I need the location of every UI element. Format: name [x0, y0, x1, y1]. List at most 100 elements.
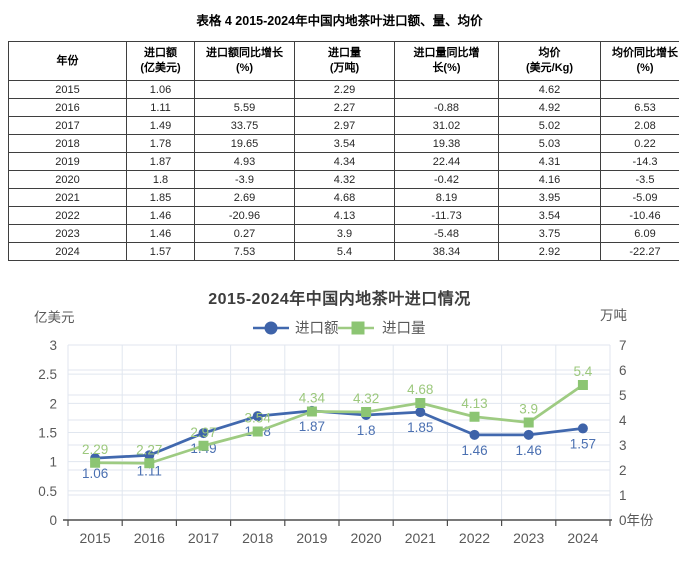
- table-cell: 22.44: [394, 152, 499, 171]
- data-label: 1.87: [299, 419, 325, 434]
- table-header-row: 年份 进口额 (亿美元) 进口额同比增长 (%) 进口量 (万吨) 进口量同比增 长(%) 均价(…: [8, 41, 679, 81]
- left-axis-tick-label: 1: [49, 455, 57, 470]
- column-header: 均价 (美元/Kg): [498, 41, 601, 81]
- table-cell: 1.85: [126, 188, 195, 207]
- table-cell: 2015: [8, 80, 127, 99]
- column-header: 进口量同比增 长(%): [394, 41, 499, 81]
- table-cell: -5.48: [394, 224, 499, 243]
- table-cell: 7.53: [194, 242, 295, 261]
- table-cell: [600, 80, 679, 99]
- data-point-square: [306, 406, 317, 417]
- left-axis-tick-label: 1.5: [38, 426, 57, 441]
- left-axis-tick-label: 0: [49, 513, 57, 528]
- right-axis-tick-label: 4: [619, 413, 627, 428]
- left-axis-tick-label: 2.5: [38, 367, 57, 382]
- left-axis-tick-label: 0.5: [38, 484, 57, 499]
- x-tick-label: 2023: [513, 530, 544, 546]
- table-cell: 31.02: [394, 116, 499, 135]
- data-label: 2.29: [82, 442, 108, 457]
- table-cell: 2.08: [600, 116, 679, 135]
- data-label: 1.11: [137, 463, 162, 478]
- data-label: 4.34: [299, 391, 326, 406]
- chart-legend: 进口额 进口量: [253, 320, 426, 337]
- column-header: 进口额 (亿美元): [126, 41, 195, 81]
- x-tick-label: 2019: [296, 530, 327, 546]
- table-cell: 4.93: [194, 152, 295, 171]
- table-cell: 5.02: [498, 116, 601, 135]
- table-cell: 2018: [8, 134, 127, 153]
- table-cell: -14.3: [600, 152, 679, 171]
- table-cell: 2.92: [498, 242, 601, 261]
- table-cell: 5.59: [194, 98, 295, 117]
- column-header: 年份: [8, 41, 127, 81]
- legend-square-marker-icon: [351, 321, 365, 335]
- left-axis-tick-label: 2: [49, 396, 57, 411]
- table-cell: 4.13: [294, 206, 395, 225]
- table-row: 2019 1.87 4.93 4.34 22.44 4.31 -14.3: [8, 152, 679, 171]
- legend-label: 进口量: [382, 320, 426, 337]
- table-cell: 1.06: [126, 80, 195, 99]
- table-row: 2020 1.8 -3.9 4.32 -0.42 4.16 -3.5: [8, 170, 679, 189]
- data-label: 3.9: [519, 402, 538, 417]
- data-point-square: [144, 458, 155, 469]
- data-label: 3.54: [245, 411, 272, 426]
- table-cell: 3.54: [498, 206, 601, 225]
- x-tick-label: 2016: [134, 530, 165, 546]
- table-cell: 5.03: [498, 134, 601, 153]
- right-axis-unit-label: 万吨: [600, 308, 627, 323]
- table-cell: 4.62: [498, 80, 601, 99]
- table-cell: -11.73: [394, 206, 499, 225]
- table-cell: 1.8: [126, 170, 195, 189]
- data-label: 1.57: [570, 436, 596, 451]
- data-point-square: [469, 411, 480, 422]
- data-point-circle: [469, 429, 480, 440]
- table-cell: -20.96: [194, 206, 295, 225]
- legend-circle-marker-icon: [264, 321, 278, 335]
- table-cell: 1.78: [126, 134, 195, 153]
- data-label: 1.46: [516, 443, 542, 458]
- table-row: 2015 1.06 2.29 4.62: [8, 80, 679, 99]
- table-cell: 0.27: [194, 224, 295, 243]
- table-cell: 4.92: [498, 98, 601, 117]
- data-label: 2.27: [136, 442, 162, 457]
- table-row: 2023 1.46 0.27 3.9 -5.48 3.75 6.09: [8, 224, 679, 243]
- right-axis-tick-label: 6: [619, 363, 627, 378]
- table-row: 2024 1.57 7.53 5.4 38.34 2.92 -22.27: [8, 242, 679, 261]
- tea-import-table: 年份 进口额 (亿美元) 进口额同比增长 (%) 进口量 (万吨) 进口量同比增 长(%) 均价(…: [8, 41, 679, 261]
- table-cell: -3.5: [600, 170, 679, 189]
- data-point-square: [198, 440, 209, 451]
- right-axis-tick-label: 7: [619, 338, 627, 353]
- table-cell: -0.42: [394, 170, 499, 189]
- data-point-square: [252, 426, 263, 437]
- table-cell: 2023: [8, 224, 127, 243]
- right-axis-tick-label-with-year-label: 0年份: [619, 513, 654, 528]
- table-cell: 1.57: [126, 242, 195, 261]
- data-label: 1.06: [82, 466, 108, 481]
- table-cell: 6.53: [600, 98, 679, 117]
- table-cell: 19.38: [394, 134, 499, 153]
- right-axis-tick-label: 1: [619, 488, 627, 503]
- data-label: 4.68: [407, 382, 433, 397]
- table-cell: 1.11: [126, 98, 195, 117]
- data-label: 5.4: [574, 364, 593, 379]
- import-volume-line: [93, 383, 585, 465]
- x-tick-label: 2018: [242, 530, 273, 546]
- left-axis-unit-label: 亿美元: [34, 310, 75, 325]
- table-cell: 4.16: [498, 170, 601, 189]
- data-label: 4.13: [461, 396, 487, 411]
- table-cell: 3.54: [294, 134, 395, 153]
- x-tick-label: 2021: [405, 530, 436, 546]
- data-point-circle: [577, 423, 588, 434]
- table-cell: 1.87: [126, 152, 195, 171]
- table-row: 2022 1.46 -20.96 4.13 -11.73 3.54 -10.46: [8, 206, 679, 225]
- table-cell: 5.4: [294, 242, 395, 261]
- table-cell: 8.19: [394, 188, 499, 207]
- chart-title: 2015-2024年中国内地茶叶进口情况: [208, 291, 471, 308]
- table-cell: 19.65: [194, 134, 295, 153]
- right-axis-tick-label: 3: [619, 438, 627, 453]
- table-cell: 2021: [8, 188, 127, 207]
- column-header: 均价同比增长 (%): [600, 41, 679, 81]
- column-header: 进口额同比增长 (%): [194, 41, 295, 81]
- data-label: 1.8: [357, 423, 376, 438]
- left-axis-tick-label: 3: [49, 338, 57, 353]
